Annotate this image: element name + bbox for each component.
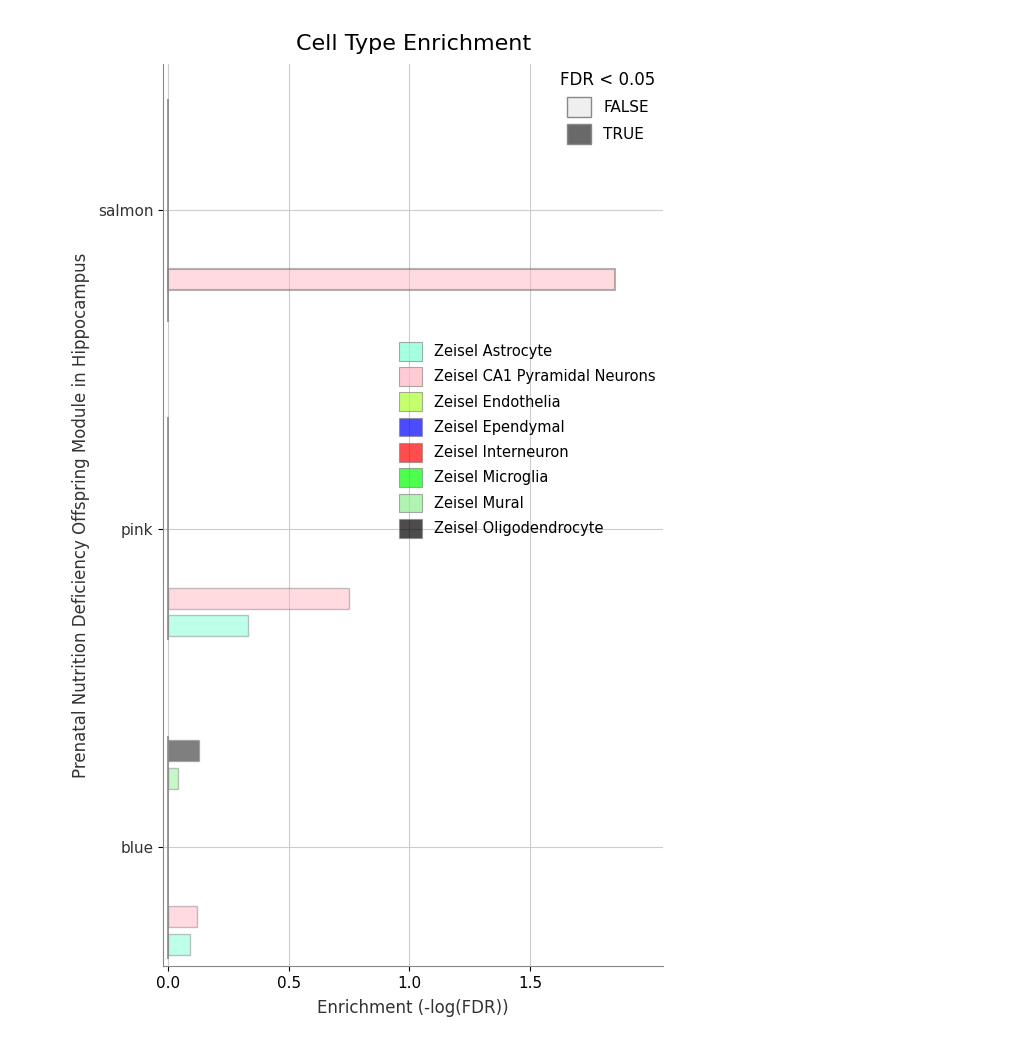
Bar — [168, 740, 200, 760]
X-axis label: Enrichment (-log(FDR)): Enrichment (-log(FDR)) — [317, 999, 508, 1017]
Y-axis label: Prenatal Nutrition Deficiency Offspring Module in Hippocampus: Prenatal Nutrition Deficiency Offspring … — [71, 253, 90, 777]
Bar — [168, 587, 348, 609]
Legend: Zeisel Astrocyte, Zeisel CA1 Pyramidal Neurons, Zeisel Endothelia, Zeisel Ependy: Zeisel Astrocyte, Zeisel CA1 Pyramidal N… — [398, 342, 655, 537]
Bar — [168, 768, 177, 788]
Bar — [168, 270, 614, 290]
Bar — [168, 906, 197, 927]
Bar — [168, 616, 248, 636]
Bar — [168, 933, 190, 955]
Title: Cell Type Enrichment: Cell Type Enrichment — [296, 34, 530, 54]
